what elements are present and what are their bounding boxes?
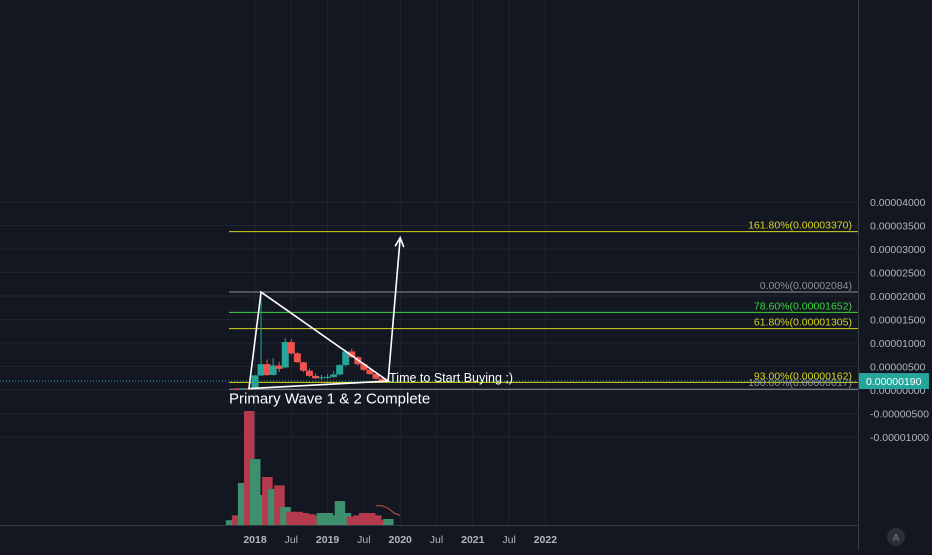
time-axis-tick-label: Jul bbox=[285, 534, 298, 546]
time-axis-tick-label: 2022 bbox=[534, 534, 558, 546]
price-axis-tick-label: 0.00001000 bbox=[870, 338, 926, 350]
volume-bar bbox=[298, 513, 309, 525]
triangle-pattern bbox=[248, 290, 391, 390]
candle-body bbox=[269, 365, 277, 375]
price-axis-labels: 0.00004000 0.00003500 0.00003000 0.00002500… bbox=[870, 197, 929, 444]
volume-bar bbox=[383, 519, 394, 525]
projection-arrow-head bbox=[394, 235, 405, 248]
volume-bar bbox=[334, 501, 346, 525]
candle-body bbox=[330, 374, 338, 377]
candle-body bbox=[366, 369, 374, 375]
annotation-time-to-buy: Time to Start Buying ;) bbox=[389, 371, 513, 385]
volume-bar bbox=[352, 515, 364, 525]
fib-level-label: 100.00%(0.00000017) bbox=[748, 377, 852, 389]
volume-bar bbox=[225, 520, 237, 525]
current-price-tag-label: 0.00000190 bbox=[866, 376, 922, 388]
volume-bar bbox=[274, 485, 285, 525]
fib-level-label: 78.60%(0.00001652) bbox=[754, 300, 852, 312]
volume-bar bbox=[268, 489, 279, 525]
candle-body bbox=[287, 342, 295, 354]
candle-body bbox=[305, 370, 313, 376]
candle-body bbox=[239, 388, 247, 390]
projection-arrow-line bbox=[387, 237, 401, 382]
candle-body bbox=[372, 374, 380, 379]
annotation-primary-wave: Primary Wave 1 & 2 Complete bbox=[229, 391, 430, 408]
price-axis-tick-label: 0.00000500 bbox=[870, 362, 926, 374]
candle-body bbox=[233, 388, 241, 390]
volume-bars bbox=[225, 411, 394, 525]
time-axis-tick-label: 2018 bbox=[243, 534, 267, 546]
price-axis-tick-label: 0.00002500 bbox=[870, 268, 926, 280]
volume-bar bbox=[231, 515, 243, 525]
price-axis-tick-label: -0.00000500 bbox=[870, 409, 929, 421]
candle-body bbox=[318, 377, 326, 379]
volume-bar bbox=[262, 477, 273, 525]
volume-bar bbox=[322, 513, 334, 525]
volume-bar bbox=[377, 520, 388, 525]
price-axis-tick-label: 0.00002000 bbox=[870, 291, 926, 303]
candlesticks bbox=[233, 292, 392, 390]
volume-bar bbox=[340, 513, 352, 525]
volume-bar bbox=[250, 459, 261, 525]
fib-level-label: 161.80%(0.00003370) bbox=[748, 220, 852, 232]
candle-body bbox=[257, 364, 265, 376]
volume-bar bbox=[316, 513, 328, 525]
candle-body bbox=[336, 365, 344, 375]
volume-bar bbox=[256, 495, 267, 525]
volume-moving-average-line bbox=[376, 505, 401, 516]
candle-body bbox=[342, 351, 350, 366]
price-axis-tick-label: -0.00001000 bbox=[870, 432, 929, 444]
volume-bar bbox=[237, 483, 249, 525]
chart-settings-badge bbox=[887, 528, 905, 546]
candle-body bbox=[348, 351, 356, 358]
candle-body bbox=[378, 378, 386, 382]
candle-body bbox=[275, 365, 283, 369]
fib-level-label: 0.00%(0.00002084) bbox=[760, 280, 852, 292]
volume-bar bbox=[292, 511, 303, 525]
volume-bar bbox=[371, 515, 382, 525]
fibonacci-levels: 161.80%(0.00003370) 0.00%(0.00002084) 78.6… bbox=[229, 220, 858, 390]
current-price-tag bbox=[859, 373, 929, 390]
price-axis-tick-label: 0.00003000 bbox=[870, 244, 926, 256]
candle-body bbox=[312, 375, 319, 379]
time-axis-tick-label: Jul bbox=[357, 534, 370, 546]
price-axis-tick-label: 0.00003500 bbox=[870, 221, 926, 233]
time-axis-tick-label: Jul bbox=[502, 534, 515, 546]
time-axis-labels: 2018 Jul 2019 Jul 2020 Jul 2021 Jul 2022 bbox=[243, 534, 557, 546]
volume-bar bbox=[243, 411, 255, 525]
candle-body bbox=[263, 364, 271, 375]
candle-body bbox=[251, 375, 259, 389]
grid-lines bbox=[0, 0, 858, 525]
candle-body bbox=[324, 376, 332, 378]
price-axis-tick-label: 0.00001500 bbox=[870, 315, 926, 327]
candle-body bbox=[360, 364, 368, 370]
volume-bar bbox=[280, 507, 291, 525]
fib-level-label: 93.00%(0.00000162) bbox=[754, 370, 852, 382]
volume-bar bbox=[286, 511, 297, 525]
chart-settings-icon[interactable]: A bbox=[893, 533, 900, 544]
time-axis-tick-label: 2019 bbox=[316, 534, 340, 546]
volume-bar bbox=[328, 515, 340, 525]
volume-bar bbox=[310, 515, 321, 525]
volume-bar bbox=[364, 513, 376, 525]
volume-bar bbox=[358, 513, 370, 525]
time-axis-tick-label: 2020 bbox=[389, 534, 413, 546]
time-axis-tick-label: 2021 bbox=[461, 534, 485, 546]
candle-body bbox=[299, 362, 307, 371]
candle-body bbox=[281, 342, 289, 368]
price-axis-tick-label: 0.00004000 bbox=[870, 197, 926, 209]
candle-body bbox=[293, 353, 301, 363]
time-axis-tick-label: Jul bbox=[430, 534, 443, 546]
volume-bar bbox=[346, 516, 358, 525]
volume-bar bbox=[304, 514, 315, 525]
fib-level-label: 61.80%(0.00001305) bbox=[754, 317, 852, 329]
